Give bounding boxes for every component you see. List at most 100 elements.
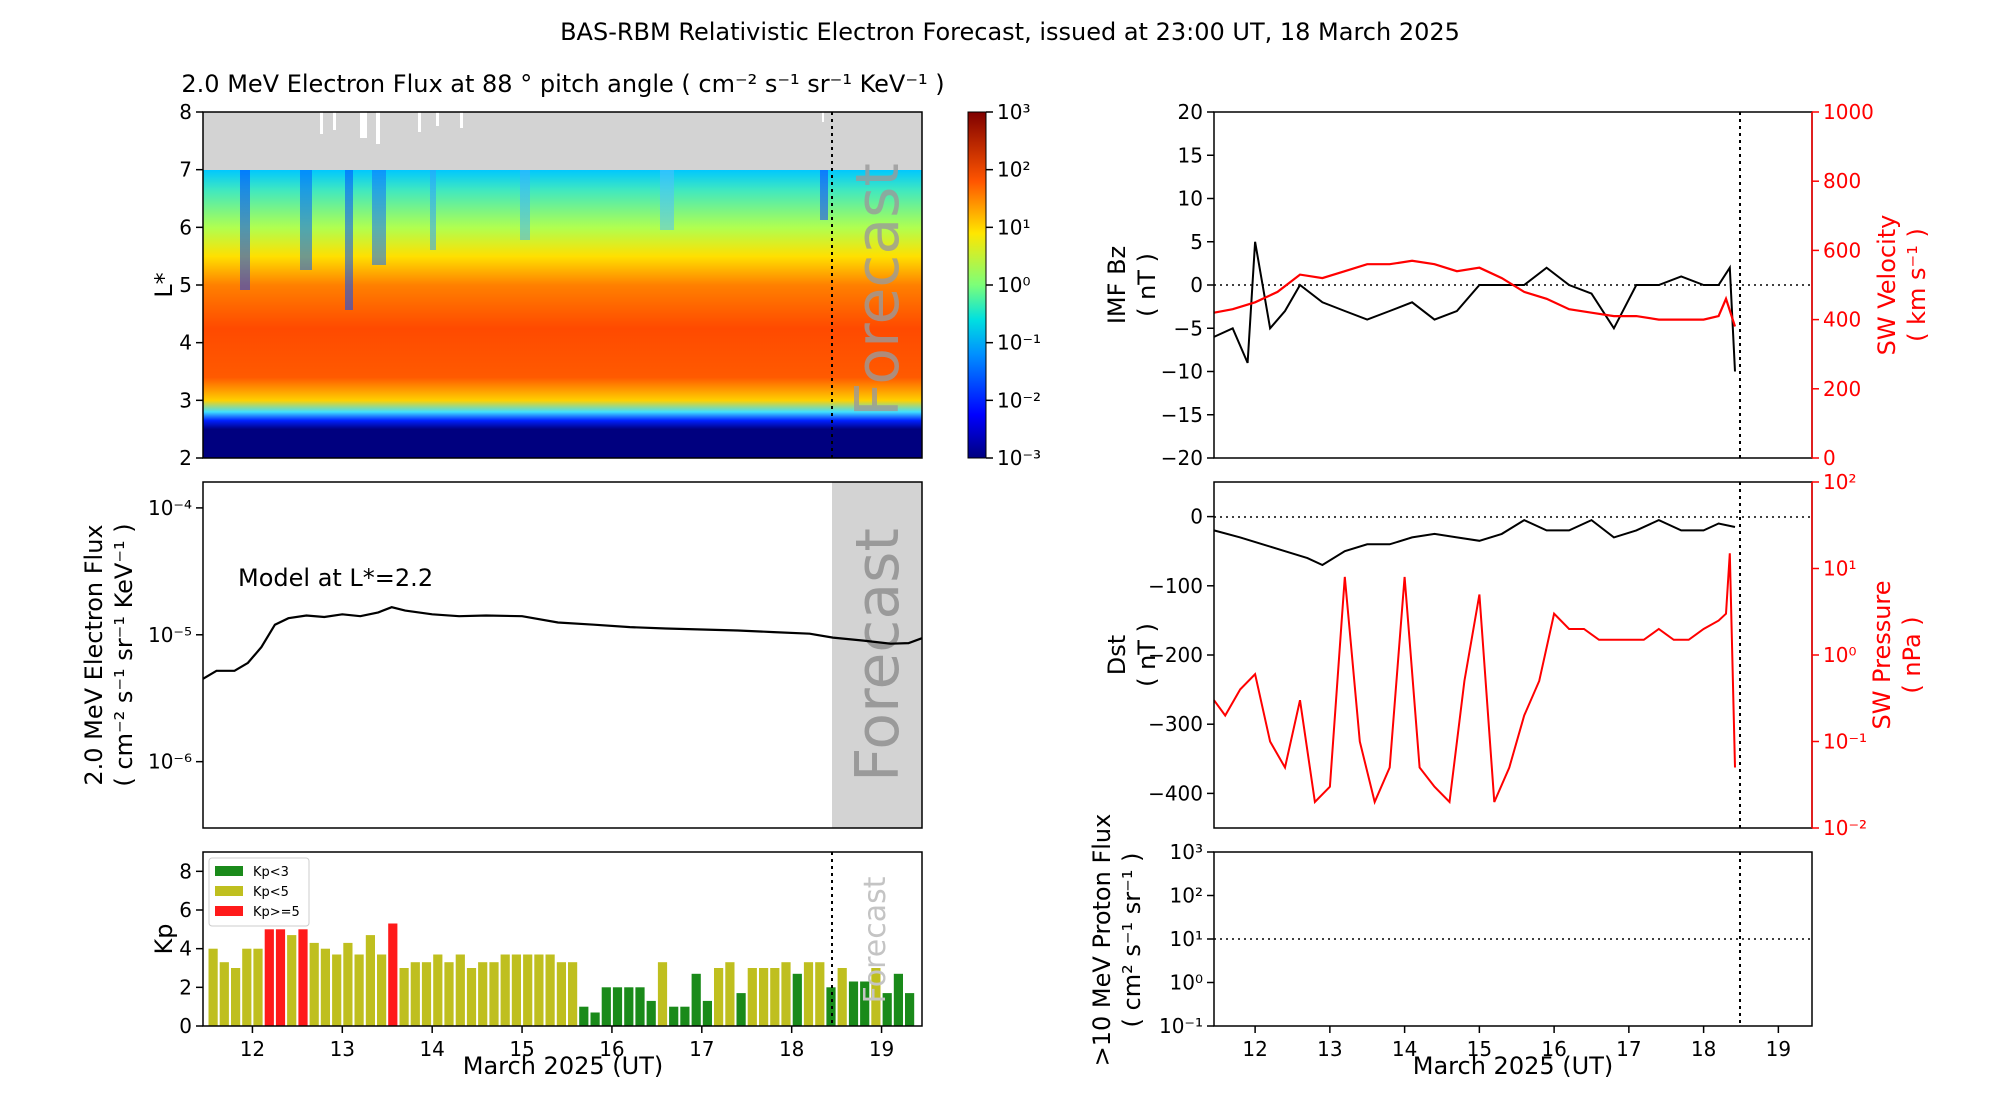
kp-yticks: 0 2 4 6 8 [179, 859, 203, 1038]
imf-bz-line [1213, 241, 1736, 372]
imf-ytick: −15 [1161, 403, 1203, 427]
kp-bar [770, 968, 780, 1026]
sw-velocity-unit: ( km s⁻¹ ) [1903, 228, 1931, 342]
kp-bar [590, 1012, 600, 1026]
sw-pressure-label: SW Pressure [1868, 580, 1896, 729]
kp-xtick-label: 14 [419, 1037, 444, 1061]
imf-yticks: −20 −15 −10 −5 0 5 10 15 20 [1161, 100, 1214, 470]
imf-ytick: 10 [1178, 187, 1203, 211]
kp-bar [905, 993, 915, 1026]
sw-velocity-line [1213, 259, 1737, 327]
colorbar-ticks: 10⁻³ 10⁻² 10⁻¹ 10⁰ 10¹ 10² 10³ [986, 100, 1041, 470]
kp-bar [219, 962, 229, 1026]
proton-ytick: 10¹ [1170, 927, 1203, 951]
kp-bar [759, 968, 769, 1026]
imf-ylabel-unit: ( nT ) [1133, 253, 1161, 317]
proton-xtick-label: 16 [1541, 1037, 1566, 1061]
proton-ylabel-unit: ( cm² s⁻¹ sr⁻¹ ) [1118, 853, 1146, 1028]
kp-bar [556, 962, 566, 1026]
dst-ytick: −400 [1148, 781, 1203, 805]
dst-ylabel-unit: ( nT ) [1133, 623, 1161, 687]
imf-ytick: 15 [1178, 143, 1203, 167]
heatmap-nodata-spikes [320, 112, 824, 144]
kp-bar [725, 962, 735, 1026]
kp-bar [657, 962, 668, 1026]
kp-bar [837, 968, 847, 1026]
imf-ytick: 5 [1190, 230, 1203, 254]
heatmap-ytick: 7 [179, 158, 192, 182]
proton-xtick-label: 19 [1766, 1037, 1791, 1061]
sw-velocity-ytick: 1000 [1823, 100, 1874, 124]
kp-bar [444, 962, 454, 1026]
kp-ytick: 2 [179, 975, 192, 999]
kp-bar [455, 954, 465, 1026]
colorbar-tick: 10⁻¹ [997, 331, 1041, 355]
kp-bar [534, 954, 544, 1026]
dst-frame [1213, 481, 1813, 829]
kp-bar [253, 948, 263, 1026]
imf-ytick: −10 [1161, 360, 1203, 384]
kp-bar [848, 981, 859, 1026]
colorbar-tick: 10¹ [997, 215, 1030, 239]
proton-xtick-label: 12 [1242, 1037, 1267, 1061]
kp-bar [893, 973, 903, 1026]
colorbar-tick: 10² [997, 158, 1030, 182]
kp-ytick: 4 [179, 937, 192, 961]
kp-bar [669, 1006, 679, 1026]
kp-ytick: 6 [179, 898, 192, 922]
imf-ylabel: IMF Bz [1103, 246, 1131, 324]
sw-velocity-ytick: 200 [1823, 377, 1861, 401]
heatmap-ytick: 3 [179, 388, 192, 412]
sw-pressure-ytick: 10² [1823, 470, 1856, 494]
kp-legend-swatch-yellow [215, 886, 243, 896]
kp-legend-label-yellow: Kp<5 [253, 885, 289, 900]
kp-legend-swatch-red [215, 906, 243, 916]
imf-ytick: −5 [1174, 316, 1203, 340]
proton-ytick: 10² [1170, 884, 1203, 908]
dst-line [1213, 518, 1736, 567]
kp-legend-label-green: Kp<3 [253, 865, 289, 880]
imf-ytick: −20 [1161, 446, 1203, 470]
kp-legend: Kp<3 Kp<5 Kp>=5 [208, 857, 310, 927]
kp-bar [882, 993, 892, 1026]
kp-bar [320, 948, 330, 1026]
kp-ytick: 0 [179, 1014, 192, 1038]
kp-bar [489, 962, 499, 1026]
heatmap-ytick: 5 [179, 273, 192, 297]
kp-bar [579, 1006, 589, 1026]
colorbar-tick: 10⁻³ [997, 446, 1041, 470]
kp-bar [264, 929, 274, 1026]
kp-bar [309, 942, 319, 1026]
sw-pressure-ytick: 10¹ [1823, 557, 1856, 581]
kp-bar [792, 973, 802, 1026]
sw-velocity-ytick: 600 [1823, 238, 1861, 262]
kp-bar [747, 968, 757, 1026]
sw-pressure-yticks: 10⁻² 10⁻¹ 10⁰ 10¹ 10² [1812, 470, 1867, 840]
kp-bar [815, 962, 825, 1026]
kp-xtick-label: 17 [689, 1037, 714, 1061]
kp-bar [601, 987, 611, 1026]
kp-bar [410, 962, 420, 1026]
kp-bar [208, 948, 218, 1026]
proton-frame [1213, 851, 1813, 1027]
proton-ytick: 10⁰ [1170, 971, 1203, 995]
kp-bar [332, 954, 342, 1026]
dst-ytick: −300 [1148, 712, 1203, 736]
dst-ytick: −100 [1148, 574, 1203, 598]
kp-bar [287, 935, 297, 1026]
kp-bar [860, 981, 870, 1026]
proton-xtick-label: 15 [1467, 1037, 1492, 1061]
model-frame [202, 481, 923, 829]
model-flux-line [202, 606, 923, 680]
proton-xtick-label: 17 [1616, 1037, 1641, 1061]
kp-bar [433, 954, 443, 1026]
kp-legend-swatch-green [215, 866, 243, 876]
kp-bar [511, 954, 521, 1026]
sw-velocity-label: SW Velocity [1873, 215, 1901, 356]
proton-xtick-label: 18 [1691, 1037, 1716, 1061]
kp-bar [736, 993, 746, 1026]
kp-bar [478, 962, 488, 1026]
